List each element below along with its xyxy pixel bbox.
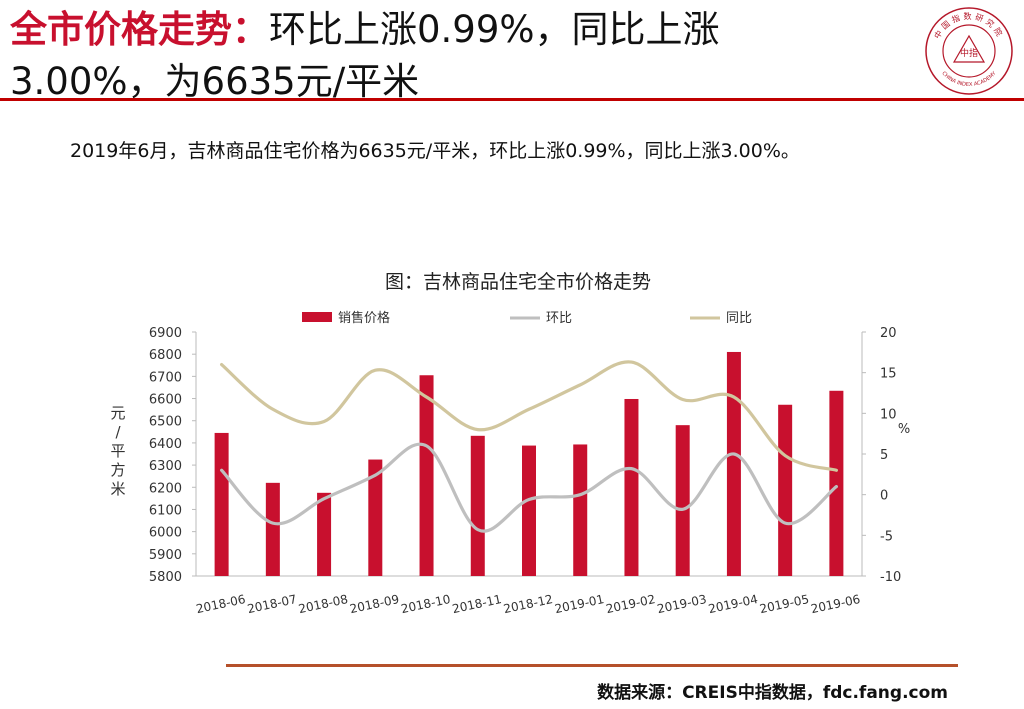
bar-2018-09 [368,459,383,576]
x-tick-label: 2019-01 [553,592,605,616]
page-title: 全市价格走势：环比上涨0.99%，同比上涨 3.00%，为6635元/平米 [10,4,890,108]
x-tick-label: 2019-02 [605,592,657,616]
x-tick-label: 2019-06 [810,592,862,616]
left-axis-label-char: 米 [110,480,125,498]
bar-2019-04 [726,351,741,576]
right-tick-label: -5 [880,529,893,544]
right-tick-label: -10 [880,570,901,585]
bar-2018-10 [419,375,434,576]
chart-title: 图：吉林商品住宅全市价格走势 [385,271,651,293]
line-mom [220,442,838,533]
left-tick-label: 6000 [149,526,182,541]
left-axis-label-char: 平 [110,442,125,460]
line-yoy [220,360,838,472]
footer-divider [226,664,958,667]
left-tick-label: 6100 [149,503,182,518]
left-tick-label: 6700 [149,370,182,385]
data-source: 数据来源：CREIS中指数据，fdc.fang.com [597,683,948,703]
legend-swatch-price [302,312,332,322]
bar-2018-07 [265,482,280,576]
bar-2018-08 [317,492,332,576]
left-axis-label-char: 元 [110,404,125,422]
right-axis-label: % [898,422,910,437]
left-tick-label: 5900 [149,548,182,563]
x-tick-label: 2018-10 [400,592,452,616]
left-tick-label: 6500 [149,415,182,430]
legend-label-yoy: 同比 [726,311,752,326]
logo-center-text: 中指 [960,47,978,59]
title-divider [0,98,1024,101]
left-axis-label-char: 方 [110,461,125,479]
x-tick-label: 2019-03 [656,592,708,616]
x-tick-label: 2018-06 [195,592,247,616]
x-tick-label: 2018-11 [451,592,503,616]
left-tick-label: 6200 [149,481,182,496]
x-tick-label: 2019-05 [758,592,810,616]
right-tick-label: 10 [880,407,897,422]
bar-2019-01 [573,444,588,576]
bar-2019-06 [829,390,844,576]
legend-label-price: 销售价格 [338,310,390,326]
bar-2019-05 [778,404,793,576]
left-tick-label: 6600 [149,393,182,408]
bar-2018-06 [214,432,229,576]
bar-2018-11 [470,435,485,576]
bar-2019-03 [675,425,690,576]
left-tick-label: 6800 [149,348,182,363]
right-tick-label: 15 [880,367,897,382]
x-tick-label: 2018-08 [297,592,349,616]
bar-2019-02 [624,398,639,576]
right-tick-label: 0 [880,489,888,504]
page-title-line1: 环比上涨0.99%，同比上涨 [269,8,720,51]
left-tick-label: 6400 [149,437,182,452]
summary-text: 2019年6月，吉林商品住宅价格为6635元/平米，环比上涨0.99%，同比上涨… [70,140,800,162]
right-tick-label: 20 [880,326,897,341]
page-title-bold: 全市价格走势： [10,8,269,51]
x-tick-label: 2018-07 [246,592,298,616]
x-tick-label: 2019-04 [707,592,759,616]
x-tick-label: 2018-12 [502,592,554,616]
page-title-line2: 3.00%，为6635元/平米 [10,60,420,103]
china-index-academy-logo: 中国指数研究院 CHINA INDEX ACADEMY 中指 [925,7,1013,95]
left-axis-label-char: / [115,423,121,441]
left-tick-label: 6900 [149,326,182,341]
bar-2018-12 [522,445,536,576]
logo-mark-icon [952,34,986,63]
left-tick-label: 5800 [149,570,182,585]
x-tick-label: 2018-09 [348,592,400,616]
legend-label-mom: 环比 [546,311,572,326]
left-tick-label: 6300 [149,459,182,474]
right-tick-label: 5 [880,448,888,463]
